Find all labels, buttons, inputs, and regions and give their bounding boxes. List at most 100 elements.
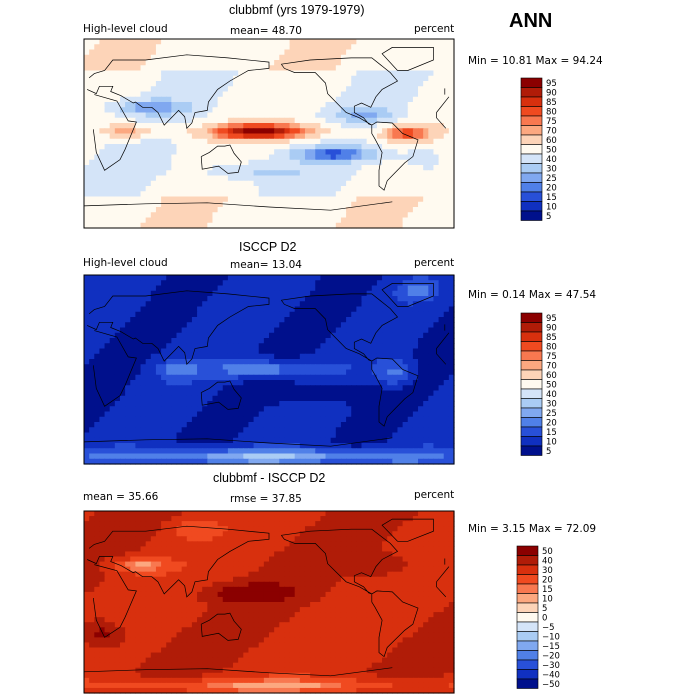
map-cell (361, 317, 368, 323)
map-cell (382, 317, 388, 323)
map-cell (145, 138, 152, 145)
map-cell (217, 332, 224, 339)
map-cell (366, 406, 373, 413)
map-cell (212, 416, 219, 423)
map-cell (304, 49, 311, 56)
map-cell (310, 196, 316, 203)
map-cell (197, 159, 203, 166)
map-cell (284, 144, 291, 150)
map-cell (351, 327, 357, 334)
map-cell (387, 70, 393, 77)
map-cell (233, 49, 239, 56)
map-cell (289, 317, 296, 323)
map-cell (284, 311, 291, 318)
map-cell (433, 138, 440, 145)
map-cell (340, 275, 347, 281)
map-cell (222, 180, 229, 187)
map-cell (448, 222, 455, 229)
map-cell (330, 280, 337, 287)
map-cell (284, 416, 291, 423)
map-cell (243, 317, 250, 323)
map-cell (366, 112, 373, 119)
map-cell (212, 296, 219, 302)
map-cell (274, 107, 280, 114)
map-cell (155, 86, 162, 93)
map-cell (89, 317, 95, 323)
map-cell (418, 306, 424, 313)
map-cell (402, 275, 409, 281)
map-cell (197, 138, 203, 145)
map-cell (253, 49, 260, 56)
map-cell (89, 102, 95, 108)
map-cell (222, 332, 229, 339)
map-cell (104, 437, 111, 444)
map-cell (186, 39, 193, 45)
map-cell (351, 427, 357, 434)
map-cell (392, 170, 399, 177)
map-cell (382, 296, 388, 302)
map-cell (376, 70, 383, 77)
map-cell (402, 39, 409, 45)
map-cell (94, 338, 101, 344)
map-cell (186, 290, 193, 297)
map-cell (382, 422, 388, 428)
map-cell (294, 348, 301, 355)
map-cell (119, 149, 126, 156)
map-cell (114, 390, 121, 397)
map-cell (119, 317, 126, 323)
map-cell (392, 285, 399, 292)
map-cell (258, 416, 265, 423)
map-cell (243, 44, 250, 51)
map-cell (325, 154, 332, 161)
map-cell (191, 60, 198, 66)
map-cell (233, 296, 239, 302)
map-cell (397, 311, 404, 318)
map-cell (448, 112, 455, 119)
map-cell (376, 422, 383, 428)
map-cell (320, 159, 327, 166)
map-cell (448, 186, 455, 192)
map-cell (387, 96, 393, 103)
map-cell (294, 123, 301, 129)
map-cell (269, 196, 275, 203)
map-cell (325, 317, 332, 323)
map-cell (294, 359, 301, 365)
map-cell (130, 175, 136, 182)
map-cell (212, 301, 219, 308)
map-cell (114, 401, 121, 407)
map-cell (402, 390, 409, 397)
map-cell (155, 186, 162, 192)
map-cell (125, 44, 131, 51)
map-cell (171, 332, 178, 339)
map-cell (387, 275, 393, 281)
map-cell (207, 191, 214, 198)
map-cell (392, 39, 399, 45)
map-cell (387, 86, 393, 93)
map-cell (448, 437, 455, 444)
map-cell (428, 117, 435, 124)
map-cell (197, 149, 203, 156)
map-cell (382, 91, 388, 98)
map-cell (299, 196, 306, 203)
map-cell (294, 385, 301, 392)
map-cell (155, 296, 162, 302)
map-cell (376, 317, 383, 323)
map-cell (243, 311, 250, 318)
map-cell (423, 364, 429, 371)
map-cell (448, 301, 455, 308)
map-cell (269, 191, 275, 198)
map-cell (114, 49, 121, 56)
map-cell (371, 327, 378, 334)
map-cell (191, 406, 198, 413)
map-cell (361, 70, 368, 77)
map-cell (315, 165, 321, 171)
map-cell (443, 401, 450, 407)
map-cell (104, 317, 111, 323)
map-cell (263, 432, 270, 439)
map-cell (207, 353, 214, 360)
map-cell (325, 96, 332, 103)
map-cell (135, 385, 142, 392)
map-cell (125, 159, 131, 166)
map-cell (243, 359, 250, 365)
map-cell (407, 437, 414, 444)
